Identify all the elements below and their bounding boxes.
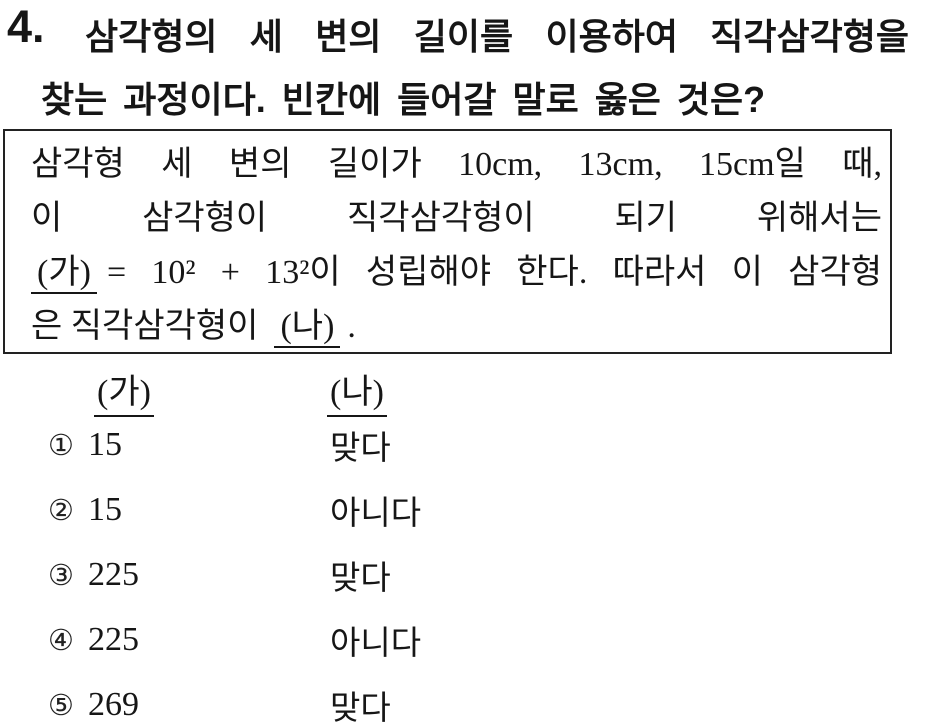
blank-ga: (가) — [31, 254, 97, 294]
choice-1-ga-value: 15 — [88, 425, 122, 463]
passage-line-2: 이 삼각형이 직각삼각형이 되기 위해서는 — [31, 200, 882, 237]
passage-period: . — [347, 308, 356, 345]
choice-column-header-ga: (가) — [94, 364, 154, 417]
passage-formula: = 10² + 13²이 성립해야 한다. 따라서 이 삼각형 — [106, 254, 882, 291]
choice-2-ga-value: 15 — [88, 490, 122, 528]
choice-1-na-value: 맞다 — [330, 430, 391, 467]
choice-2-na-value: 아니다 — [330, 495, 422, 532]
choice-3-marker-icon: ③ — [48, 557, 74, 592]
choice-row-2[interactable]: ② 15 아니다 — [0, 477, 929, 542]
passage-line-4: 은 직각삼각형이 (나). — [31, 300, 882, 354]
choice-row-5[interactable]: ⑤ 269 맞다 — [0, 672, 929, 724]
question-title-line2: 찾는 과정이다. 빈칸에 들어갈 말로 옳은 것은? — [41, 79, 766, 120]
blank-na: (나) — [274, 308, 341, 348]
choice-3-na-value: 맞다 — [330, 560, 391, 597]
choice-row-1[interactable]: ① 15 맞다 — [0, 412, 929, 477]
choice-row-3[interactable]: ③ 225 맞다 — [0, 542, 929, 607]
choice-list: ① 15 맞다 ② 15 아니다 ③ 225 맞다 ④ 225 아니다 ⑤ 26… — [0, 412, 929, 724]
choice-5-na-value: 맞다 — [330, 690, 391, 724]
passage-box: 삼각형 세 변의 길이가 10cm, 13cm, 15cm일 때, 이 삼각형이… — [3, 129, 892, 354]
question-title-line1: 삼각형의 세 변의 길이를 이용하여 직각삼각형을 — [85, 16, 909, 57]
passage-line-3: (가) = 10² + 13²이 성립해야 한다. 따라서 이 삼각형 — [31, 246, 882, 300]
choice-row-4[interactable]: ④ 225 아니다 — [0, 607, 929, 672]
choice-3-ga-value: 225 — [88, 555, 139, 593]
question-number: 4. — [7, 1, 45, 52]
choice-5-ga-value: 269 — [88, 685, 139, 723]
choice-1-marker-icon: ① — [48, 427, 74, 462]
choice-2-marker-icon: ② — [48, 492, 74, 527]
choice-5-marker-icon: ⑤ — [48, 687, 74, 722]
choice-4-ga-value: 225 — [88, 620, 139, 658]
choice-headers: (가) (나) — [0, 364, 929, 417]
choice-column-header-na: (나) — [327, 364, 387, 417]
choice-4-na-value: 아니다 — [330, 625, 422, 662]
passage-line4-text: 은 직각삼각형이 — [31, 308, 259, 345]
passage-line-1: 삼각형 세 변의 길이가 10cm, 13cm, 15cm일 때, — [31, 146, 882, 183]
choice-4-marker-icon: ④ — [48, 622, 74, 657]
